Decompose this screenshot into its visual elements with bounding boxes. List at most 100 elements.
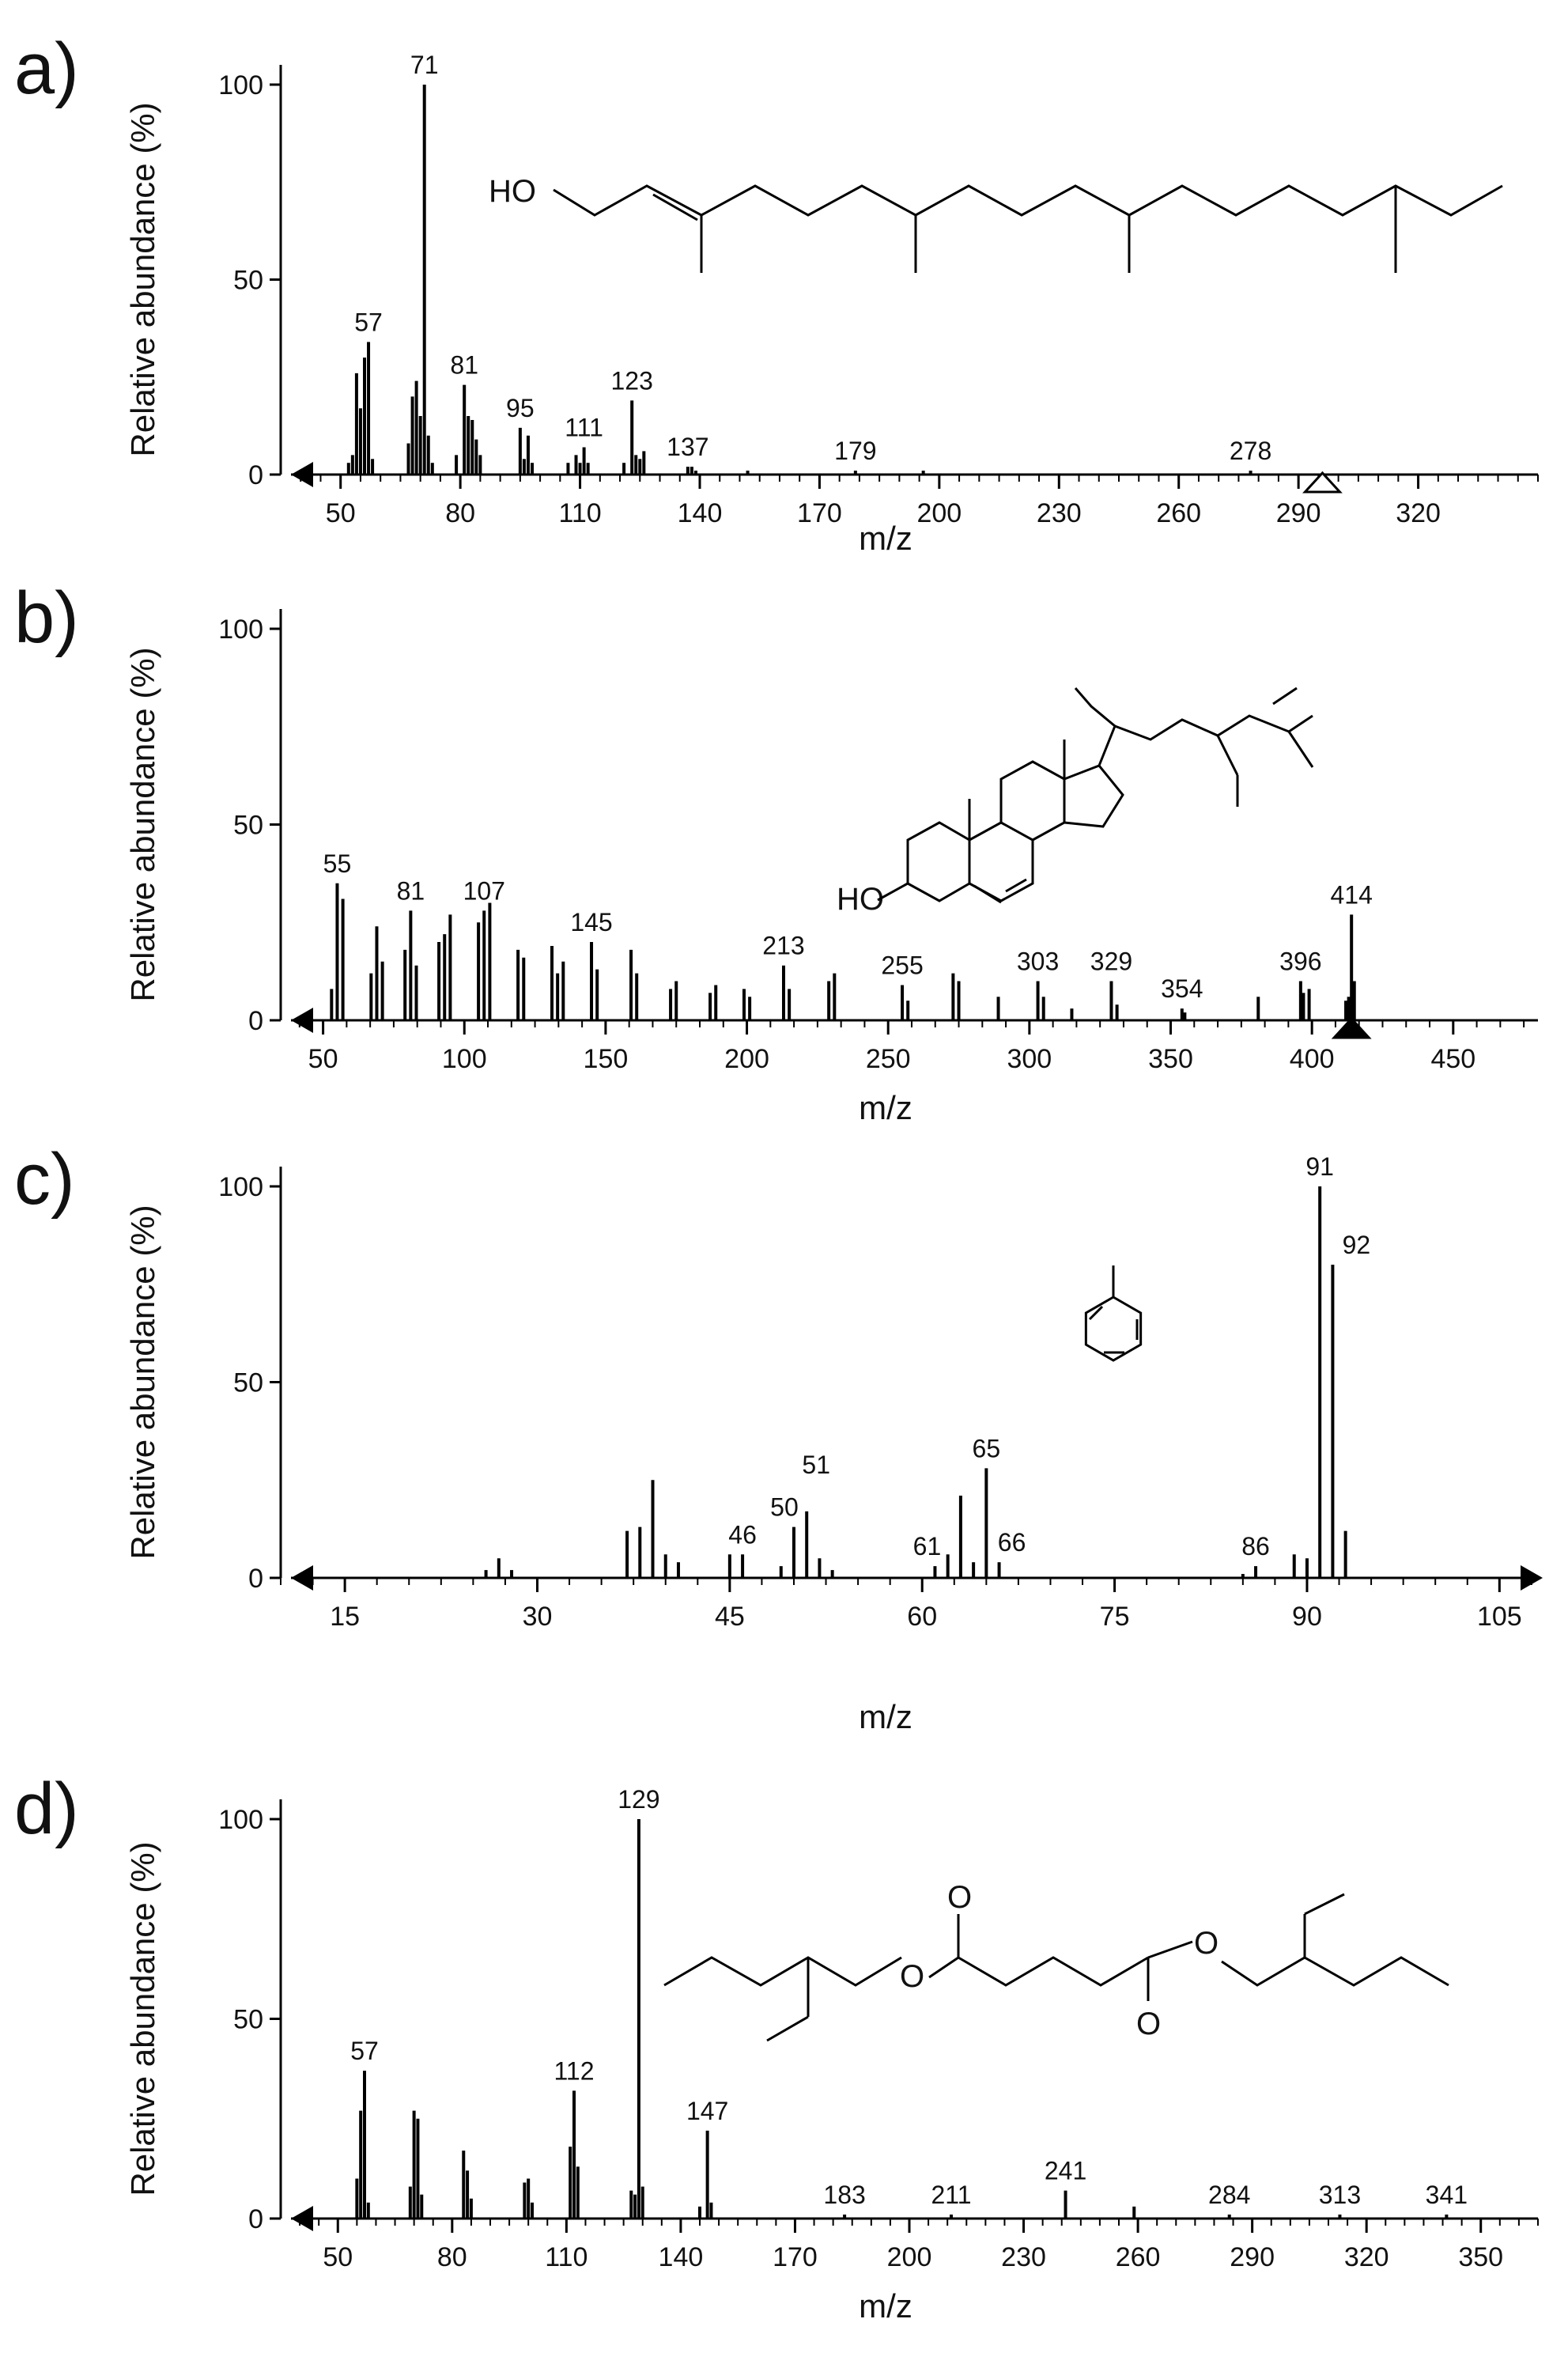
x-tick-label: 110 xyxy=(558,498,601,528)
molecular-ion-marker xyxy=(1302,471,1343,494)
toluene-ring xyxy=(1084,1296,1143,1362)
x-tick-label: 60 xyxy=(907,1602,937,1632)
hydroxyl-label: HO xyxy=(837,882,884,917)
y-tick-label: 50 xyxy=(233,811,263,841)
x-tick-label: 50 xyxy=(326,498,356,528)
sterol-ring-c xyxy=(999,760,1066,842)
peak-label: 341 xyxy=(1426,2181,1468,2209)
x-tick-label: 100 xyxy=(442,1044,487,1074)
x-tick-label: 150 xyxy=(584,1044,629,1074)
structure-adipate: O O O O xyxy=(663,1880,1449,2042)
y-axis-title: Relative abundance (%) xyxy=(124,647,161,1001)
adipate-left-chain xyxy=(663,1956,902,1987)
y-tick-label: 0 xyxy=(248,460,263,490)
peak-label: 129 xyxy=(618,1785,659,1814)
x-tick-label: 230 xyxy=(1001,2242,1046,2272)
adipate-ester-bond xyxy=(1147,1940,1193,1959)
peak-label: 81 xyxy=(450,351,478,380)
x-axis-title: m/z xyxy=(859,1089,912,1126)
y-tick-label: 50 xyxy=(233,266,263,296)
panel-c: c) 0 50 100 Relative abundance (%) 15 30 45 60 75… xyxy=(14,1139,1543,1735)
structure-phytol: HO xyxy=(489,174,1503,273)
peak-label: 71 xyxy=(410,51,439,79)
toluene-double-bond xyxy=(1088,1305,1104,1321)
x-axis-left-arrow xyxy=(291,1008,313,1033)
y-tick-label: 50 xyxy=(233,1368,263,1398)
peak-label: 65 xyxy=(973,1434,1001,1462)
sterol-side-chain-2 xyxy=(1114,714,1313,741)
peak-label: 111 xyxy=(565,413,603,441)
peak-label: 55 xyxy=(323,849,352,878)
peak-label: 92 xyxy=(1343,1231,1371,1259)
y-tick-label: 100 xyxy=(218,70,263,100)
peak-label: 278 xyxy=(1230,437,1271,465)
sterol-ethyl xyxy=(1216,735,1239,776)
peak-label: 329 xyxy=(1090,948,1132,976)
peak-label: 61 xyxy=(913,1532,942,1560)
x-tick-label: 200 xyxy=(724,1044,769,1074)
adipate-right-ethyl-2 xyxy=(1304,1893,1345,1916)
peak-label: 213 xyxy=(762,932,804,960)
peak-label: 46 xyxy=(728,1520,757,1549)
ester-oxygen-label: O xyxy=(900,1959,924,1994)
sterol-side-chain xyxy=(1074,687,1116,766)
peak-label: 51 xyxy=(802,1451,830,1479)
x-axis-left-arrow xyxy=(291,1565,313,1591)
x-tick-label: 50 xyxy=(308,1044,338,1074)
x-tick-label: 450 xyxy=(1430,1044,1475,1074)
x-axis-left-arrow xyxy=(291,2206,313,2231)
x-tick-label: 320 xyxy=(1396,498,1441,528)
peak-label: 414 xyxy=(1330,880,1372,909)
molecular-ion-marker xyxy=(1331,1016,1372,1039)
x-axis-left-arrow xyxy=(291,462,313,487)
peak-label: 183 xyxy=(823,2181,865,2209)
panel-letter: b) xyxy=(14,577,79,658)
y-axis-title: Relative abundance (%) xyxy=(124,1841,161,2196)
peak-label: 112 xyxy=(554,2056,594,2085)
x-tick-label: 350 xyxy=(1458,2242,1503,2272)
x-axis-title: m/z xyxy=(859,2287,912,2325)
x-tick-label: 170 xyxy=(797,498,842,528)
peak-label: 81 xyxy=(397,876,425,905)
x-tick-label: 290 xyxy=(1230,2242,1275,2272)
peak-label: 396 xyxy=(1279,948,1321,976)
peak-label: 211 xyxy=(931,2181,971,2209)
y-axis-title: Relative abundance (%) xyxy=(124,102,161,456)
adipate-right-chain xyxy=(1221,1956,1449,1987)
panel-d: d) 0 50 100 Relative abundance (%) 50 80 110 140… xyxy=(14,1769,1539,2325)
x-tick-label: 200 xyxy=(916,498,962,528)
peak-label: 179 xyxy=(834,437,876,465)
adipate-core xyxy=(928,1956,1149,1987)
x-tick-label: 260 xyxy=(1156,498,1201,528)
x-tick-label: 300 xyxy=(1007,1044,1052,1074)
phytol-chain xyxy=(553,184,1503,217)
peak-label: 284 xyxy=(1208,2181,1250,2209)
peak-label: 66 xyxy=(998,1528,1026,1557)
sterol-double-bond-inner xyxy=(1005,878,1027,893)
ester-oxygen-label: O xyxy=(1194,1926,1219,1961)
x-tick-label: 320 xyxy=(1344,2242,1389,2272)
x-axis-title: m/z xyxy=(859,1698,912,1735)
sterol-isopropyl xyxy=(1287,731,1314,768)
structure-sterol: HO xyxy=(837,687,1314,917)
y-tick-label: 0 xyxy=(248,2204,263,2234)
sterol-ring-a xyxy=(877,821,971,902)
peak-label: 57 xyxy=(350,2037,379,2065)
x-axis-title: m/z xyxy=(859,520,912,557)
peak-label: 255 xyxy=(881,951,923,979)
x-tick-label: 110 xyxy=(545,2242,588,2272)
x-tick-label: 140 xyxy=(678,498,723,528)
y-tick-label: 100 xyxy=(218,615,263,645)
peak-label: 107 xyxy=(463,876,505,905)
peak-label: 86 xyxy=(1241,1532,1270,1560)
peak-label: 137 xyxy=(667,433,708,461)
y-tick-label: 100 xyxy=(218,1172,263,1202)
peak-label: 91 xyxy=(1305,1152,1334,1181)
y-tick-label: 50 xyxy=(233,2005,263,2035)
x-tick-label: 90 xyxy=(1292,1602,1322,1632)
hydroxyl-label: HO xyxy=(489,174,536,209)
sterol-double-bond xyxy=(973,884,1002,904)
peak-label: 50 xyxy=(770,1493,799,1522)
x-tick-label: 290 xyxy=(1276,498,1321,528)
